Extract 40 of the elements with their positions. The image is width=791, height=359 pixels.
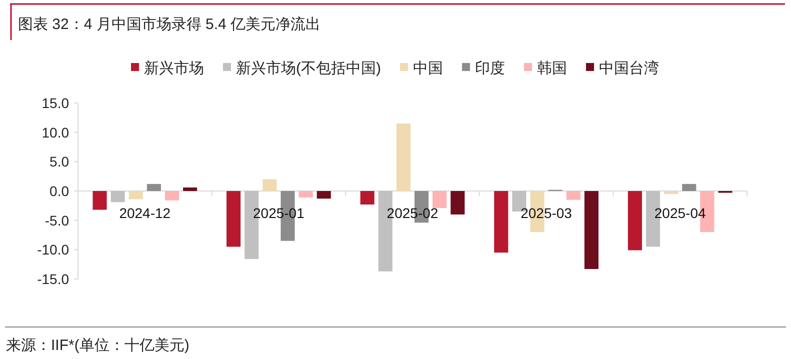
y-tick-label: -10.0 bbox=[37, 242, 70, 258]
bar bbox=[128, 191, 143, 200]
bar bbox=[298, 191, 313, 198]
legend-label: 新兴市场 bbox=[144, 60, 204, 77]
y-tick-label: 5.0 bbox=[50, 154, 70, 170]
x-tick-label: 2025-04 bbox=[654, 205, 706, 221]
bar bbox=[396, 124, 410, 191]
bar bbox=[164, 191, 180, 200]
bar bbox=[450, 191, 465, 214]
bar bbox=[566, 191, 580, 200]
legend-label: 新兴市场(不包括中国) bbox=[236, 60, 381, 77]
y-tick-label: 0.0 bbox=[50, 183, 70, 199]
bar bbox=[628, 191, 642, 250]
y-tick-label: -15.0 bbox=[37, 271, 70, 287]
legend-label: 中国 bbox=[413, 60, 443, 77]
bar bbox=[316, 191, 331, 199]
bar bbox=[584, 191, 598, 270]
bar bbox=[494, 191, 508, 253]
x-tick-label: 2024-12 bbox=[119, 205, 171, 221]
bar bbox=[183, 187, 198, 191]
bar bbox=[110, 191, 125, 202]
y-tick-label: -5.0 bbox=[44, 212, 70, 228]
legend-label: 韩国 bbox=[537, 60, 567, 77]
x-tick-label: 2025-01 bbox=[253, 205, 305, 221]
y-tick-label: 15.0 bbox=[42, 95, 70, 111]
bar bbox=[146, 184, 161, 191]
y-tick-label: 10.0 bbox=[42, 124, 70, 140]
legend-label: 中国台湾 bbox=[599, 60, 659, 77]
bar bbox=[432, 191, 447, 208]
bar bbox=[664, 191, 678, 194]
bar bbox=[262, 179, 277, 191]
source-note: 来源：IIF*(单位：十亿美元) bbox=[6, 337, 190, 354]
bar bbox=[226, 191, 241, 247]
x-tick-label: 2025-02 bbox=[386, 205, 438, 221]
legend-label: 印度 bbox=[475, 60, 505, 77]
bar bbox=[360, 191, 374, 204]
chart-title: 图表 32：4 月中国市场录得 5.4 亿美元净流出 bbox=[18, 16, 321, 33]
bar bbox=[92, 191, 107, 210]
bar bbox=[682, 184, 696, 191]
x-tick-label: 2025-03 bbox=[520, 205, 572, 221]
